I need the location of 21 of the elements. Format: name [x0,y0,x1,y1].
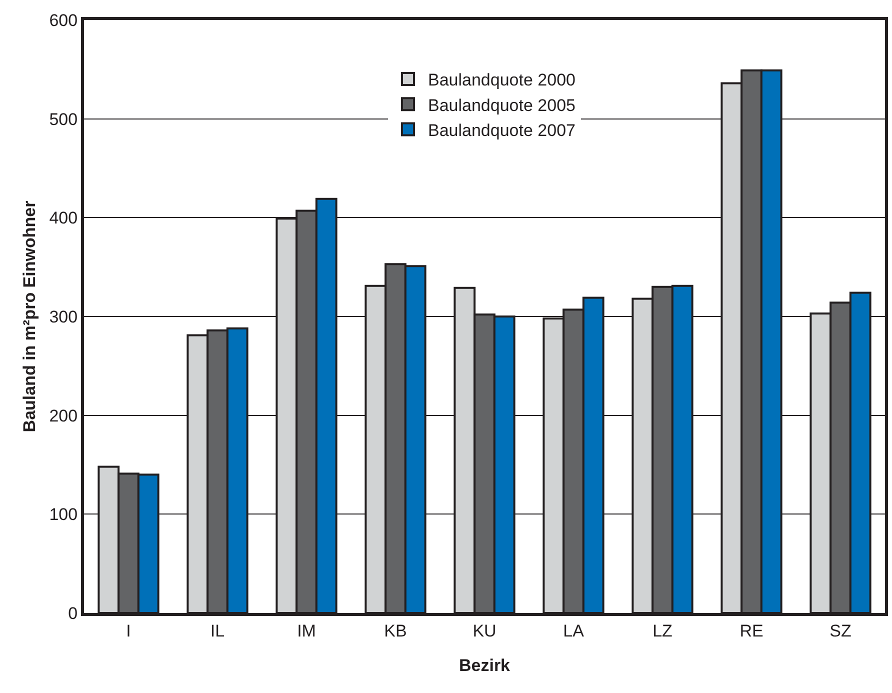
legend-label: Baulandquote 2005 [428,96,576,115]
y-axis-title: Bauland in m²pro Einwohner [20,200,39,432]
y-tick-label: 400 [49,208,78,228]
y-tick-label: 500 [49,110,78,129]
x-tick-label: RE [740,621,764,640]
x-axis-title: Bezirk [458,656,511,675]
x-tick-label: KB [384,621,407,640]
y-tick-label: 300 [49,307,78,326]
x-tick-label: LZ [652,621,672,640]
legend-label: Baulandquote 2000 [428,70,576,90]
x-tick-label: IM [297,621,316,640]
y-tick-label: 100 [49,505,78,524]
legend-label: Baulandquote 2007 [428,120,576,140]
x-tick-label: SZ [830,621,852,640]
y-tick-label: 600 [49,10,78,30]
x-tick-label: KU [472,621,496,640]
x-tick-label: LA [563,621,585,640]
x-tick-label: I [126,621,131,640]
y-tick-label: 0 [68,604,78,623]
x-tick-label: IL [210,621,225,640]
y-tick-label: 200 [49,406,78,426]
